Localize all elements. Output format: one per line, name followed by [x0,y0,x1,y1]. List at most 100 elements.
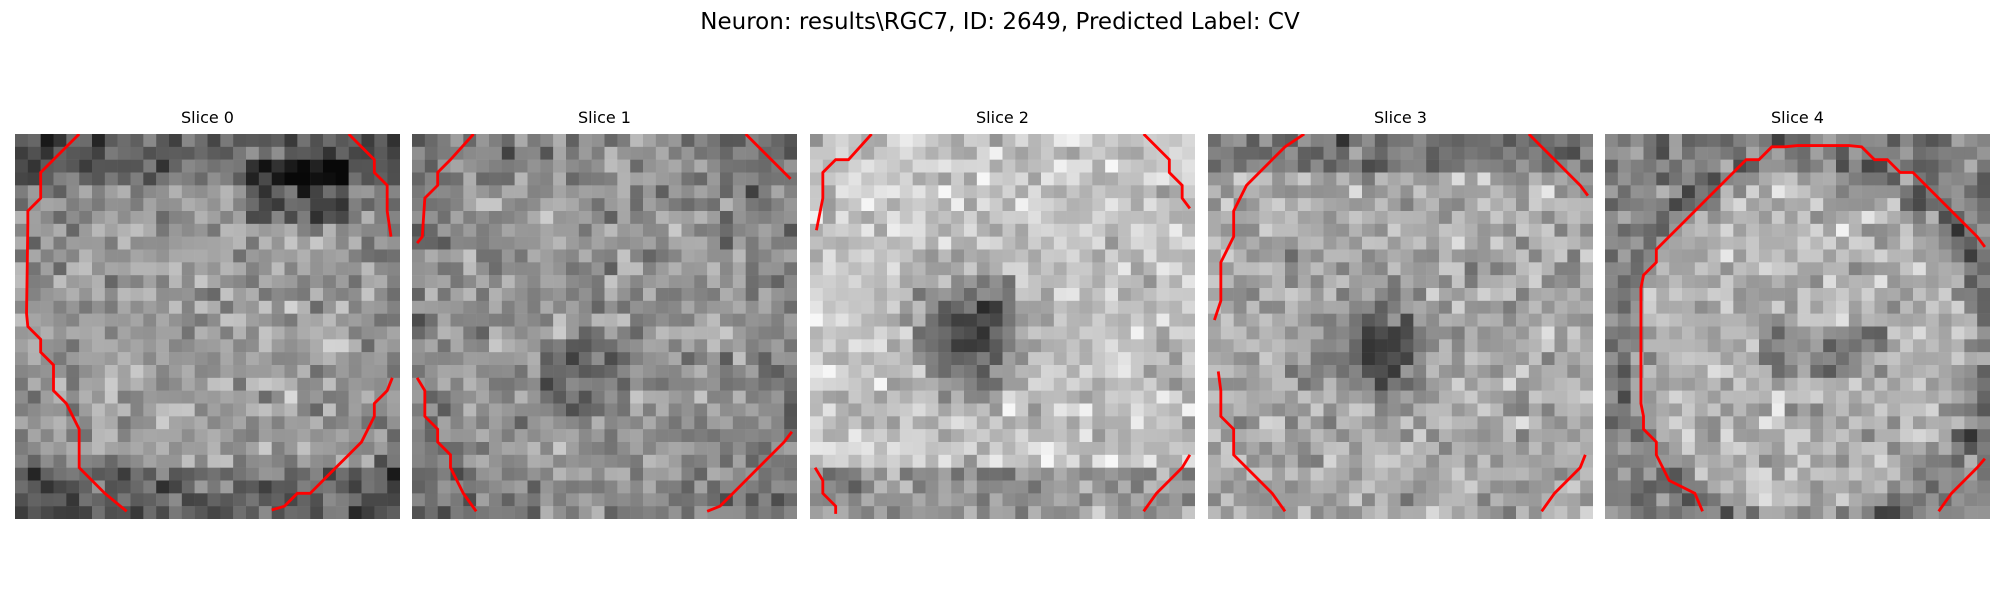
slice-pixel [1516,275,1530,289]
slice-pixel [1349,313,1363,327]
slice-pixel [707,480,721,494]
slice-pixel [1810,365,1824,379]
slice-pixel [1130,442,1144,456]
slice-pixel [117,211,131,225]
slice-pixel [874,442,888,456]
slice-pixel [784,442,797,456]
slice-pixel [335,249,349,263]
slice-pixel [1451,467,1465,481]
slice-pixel [117,313,131,327]
slice-pixel [1516,429,1530,443]
slice-pixel [104,429,118,443]
slice-pixel [1349,454,1363,468]
slice-pixel [1092,288,1106,302]
slice-pixel [1490,377,1504,391]
slice-pixel [1323,352,1337,366]
slice-pixel [1079,223,1093,237]
slice-pixel [1182,429,1195,443]
slice-pixel [27,442,41,456]
slice-pixel [578,390,592,404]
slice-pixel [848,211,862,225]
slice-pixel [1925,146,1939,160]
slice-pixel [1516,134,1530,148]
slice-pixel [1682,236,1696,250]
slice-pixel [1002,134,1016,148]
slice-pixel [1516,211,1530,225]
slice-pixel [27,365,41,379]
slice-pixel [771,339,785,353]
slice-pixel [1810,416,1824,430]
slice-pixel [745,480,759,494]
slice-pixel [501,159,515,173]
slice-pixel [53,365,67,379]
slice-pixel [681,390,695,404]
slice-pixel [1938,442,1952,456]
slice-pixel [784,390,797,404]
slice-pixel [1605,352,1619,366]
slice-pixel [1169,403,1183,417]
slice-pixel [1707,506,1721,519]
slice-pixel [604,275,618,289]
slice-pixel [720,390,734,404]
slice-pixel [1362,416,1376,430]
slice-pixel [233,339,247,353]
slice-pixel [284,159,298,173]
slice-pixel [1092,134,1106,148]
slice-pixel [207,288,221,302]
slice-pixel [1336,262,1350,276]
slice-pixel [1567,275,1581,289]
slice-pixel [951,480,965,494]
slice-pixel [1323,506,1337,519]
slice-pixel [1656,339,1670,353]
slice-pixel [1746,365,1760,379]
slice-pixel [1079,416,1093,430]
slice-pixel [1567,339,1581,353]
slice-pixel [938,365,952,379]
slice-pixel [1208,223,1222,237]
slice-pixel [1143,288,1157,302]
slice-pixel [758,198,772,212]
slice-pixel [1694,326,1708,340]
slice-pixel [1516,288,1530,302]
slice-pixel [1066,339,1080,353]
slice-pixel [1964,198,1978,212]
slice-pixel [1516,390,1530,404]
slice-pixel [1130,416,1144,430]
slice-pixel [784,249,797,263]
slice-pixel [591,467,605,481]
slice-pixel [1630,442,1644,456]
slice-pixel [194,390,208,404]
slice-pixel [1797,223,1811,237]
slice-pixel [604,326,618,340]
slice-pixel [1297,249,1311,263]
slice-pixel [1490,300,1504,314]
slice-pixel [1285,313,1299,327]
slice-pixel [1285,493,1299,507]
slice-pixel [887,300,901,314]
slice-pixel [310,300,324,314]
slice-pixel [1464,454,1478,468]
slice-pixel [899,211,913,225]
slice-pixel [1887,223,1901,237]
slice-pixel [387,506,400,519]
slice-pixel [1349,172,1363,186]
slice-pixel [1310,403,1324,417]
slice-pixel [1656,429,1670,443]
slice-pixel [348,416,362,430]
slice-pixel [1694,288,1708,302]
slice-pixel [1092,506,1106,519]
slice-pixel [938,275,952,289]
slice-pixel [1848,211,1862,225]
slice-pixel [117,185,131,199]
slice-pixel [681,249,695,263]
slice-pixel [1451,146,1465,160]
slice-pixel [1362,223,1376,237]
slice-pixel [501,339,515,353]
slice-pixel [1964,429,1978,443]
slice-pixel [1605,429,1619,443]
slice-pixel [335,429,349,443]
slice-pixel [1002,313,1016,327]
slice-pixel [310,146,324,160]
slice-pixel [732,249,746,263]
